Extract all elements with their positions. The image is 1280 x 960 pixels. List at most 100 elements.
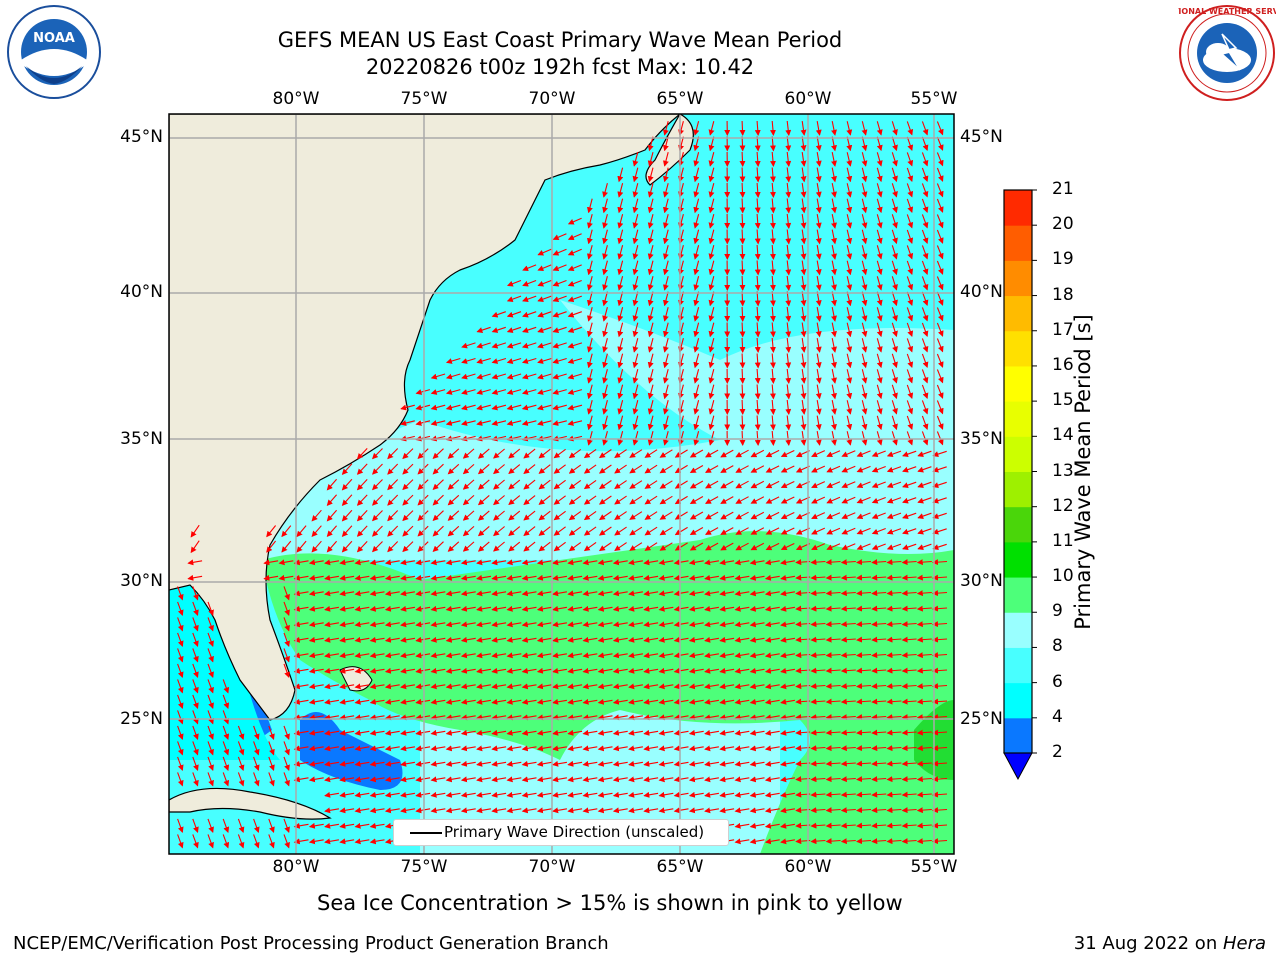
wave-direction-arrow [921,307,929,322]
wave-direction-arrow [876,229,883,245]
noaa-logo-text: NOAA [33,31,75,46]
wave-direction-arrow [815,214,822,229]
wave-direction-arrow [815,353,822,369]
wave-direction-arrow [447,479,460,490]
wave-direction-arrow [693,121,700,136]
wave-direction-arrow [886,497,902,504]
lat-label-right: 45°N [960,127,1003,147]
wave-direction-arrow [632,307,639,322]
wave-direction-arrow [506,404,522,411]
wave-direction-arrow [906,183,914,198]
wave-direction-arrow [785,337,792,353]
wave-direction-arrow [891,260,898,276]
wave-direction-arrow [846,400,853,415]
wave-direction-arrow [689,449,704,458]
wave-direction-arrow [769,136,776,152]
wave-direction-arrow [662,214,669,229]
wave-direction-arrow [522,279,537,287]
wave-direction-arrow [846,214,853,229]
wave-direction-arrow [445,389,461,395]
wave-direction-arrow [477,448,490,459]
wave-direction-arrow [921,121,929,136]
wave-direction-arrow [647,214,654,229]
wave-direction-arrow [568,448,582,459]
lon-label-bottom: 60°W [784,857,832,877]
wave-direction-arrow [739,399,746,415]
wave-direction-arrow [632,369,639,384]
wave-direction-arrow [831,213,837,229]
wave-direction-arrow [602,400,608,415]
wave-direction-arrow [739,260,746,276]
wave-direction-arrow [846,353,853,369]
wave-direction-arrow [754,244,761,260]
wave-direction-arrow [871,496,886,504]
wave-direction-arrow [815,136,822,152]
wave-direction-arrow [693,229,700,245]
wave-direction-arrow [708,229,715,245]
colorbar-tick-label: 20 [1052,214,1074,235]
wave-direction-arrow [432,479,444,490]
wave-direction-arrow [861,183,868,198]
wave-direction-arrow [917,466,932,473]
wave-direction-arrow [506,420,522,426]
wave-direction-arrow [614,480,627,489]
wave-direction-arrow [461,404,476,411]
wave-direction-arrow [567,279,582,287]
wave-direction-arrow [387,448,399,460]
wave-direction-arrow [846,260,853,276]
wave-direction-arrow [508,495,521,506]
wave-direction-arrow [891,322,898,338]
wave-direction-arrow [815,152,822,167]
wave-direction-arrow [491,326,506,333]
wave-direction-arrow [765,496,780,504]
wave-direction-arrow [800,369,807,384]
colorbar-tick-label: 19 [1052,249,1074,270]
wave-direction-arrow [769,229,776,245]
wave-direction-arrow [754,213,761,229]
wave-direction-arrow [491,373,507,380]
wave-direction-arrow [662,384,669,400]
wave-direction-arrow [936,400,944,415]
wave-direction-arrow [552,248,567,256]
wave-direction-arrow [537,389,552,395]
wave-direction-arrow [876,183,883,198]
wave-direction-arrow [693,384,700,400]
legend-label: Primary Wave Direction (unscaled) [444,823,705,841]
wave-direction-arrow [461,342,476,349]
wave-direction-arrow [662,245,669,260]
wave-direction-arrow [586,260,593,276]
wave-direction-arrow [876,167,883,183]
wave-direction-arrow [632,400,639,415]
wave-direction-arrow [861,353,868,369]
wave-direction-arrow [785,213,792,229]
wave-direction-arrow [861,121,868,136]
wave-direction-arrow [647,400,654,415]
wave-direction-arrow [906,307,914,322]
wave-direction-arrow [644,464,658,474]
wave-direction-arrow [785,151,792,167]
wave-direction-arrow [917,497,932,504]
wave-direction-arrow [461,420,476,426]
wave-direction-arrow [826,465,841,473]
wave-direction-arrow [586,245,593,260]
wave-direction-arrow [693,198,700,214]
wave-direction-arrow [356,448,368,460]
wave-direction-arrow [917,450,932,457]
wave-direction-arrow [800,245,807,260]
legend-line-swatch [410,832,442,834]
wave-direction-arrow [800,276,807,291]
period-zone-9-10 [262,531,954,854]
footer-date: 31 Aug 2022 on [1073,933,1223,954]
lon-label-bottom: 70°W [528,857,576,877]
wave-direction-arrow [477,463,490,475]
colorbar-segment [1004,436,1032,472]
wave-direction-arrow [632,338,639,353]
wave-direction-arrow [552,373,567,380]
lon-label-bottom: 80°W [272,857,320,877]
wave-direction-arrow [632,322,639,338]
wave-direction-arrow [769,430,776,446]
wave-direction-arrow [491,420,507,426]
wave-direction-arrow [876,322,883,338]
wave-direction-arrow [647,291,654,307]
wave-direction-arrow [891,245,898,260]
